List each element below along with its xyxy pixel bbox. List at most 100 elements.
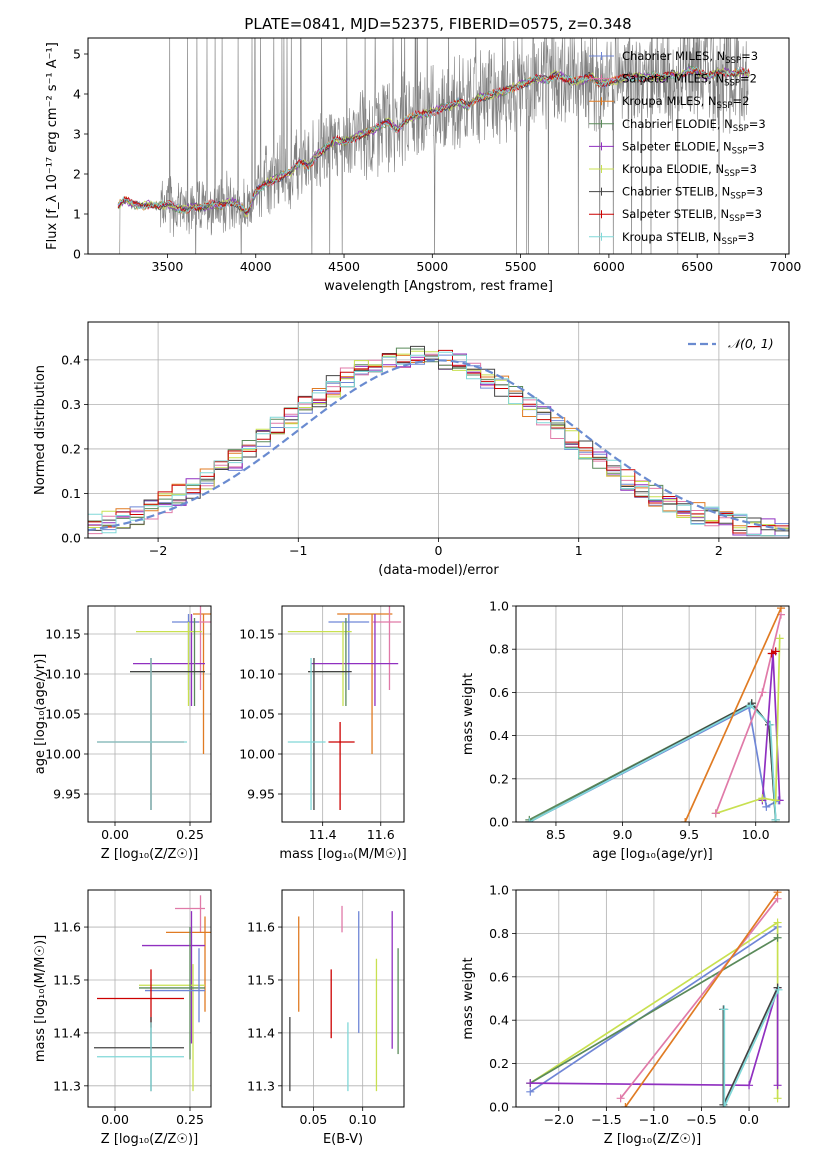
residuals-xtick-label: −1	[289, 543, 307, 558]
z_age-ylabel: age [log₁₀(age/yr)]	[33, 654, 48, 775]
residuals-plot-area	[88, 345, 789, 538]
z-age-panel: 0.00 0.25 9.95 10.00 10.05 10.10 10.15 Z [log₁₀…	[33, 605, 212, 862]
z_weight-ytick-label: 1.0	[489, 883, 509, 898]
age_weight-ytick-label: 0.2	[489, 771, 509, 786]
ebv_mass-xlabel: E(B-V)	[323, 1132, 363, 1147]
weight-point-marker	[681, 818, 690, 822]
age_weight-ytick-label: 0.0	[489, 815, 509, 830]
z_age-xtick-label: 0.25	[176, 827, 204, 842]
residuals-ytick-label: 0.3	[61, 397, 81, 412]
weight-point-marker	[773, 1081, 782, 1090]
legend-entry-count: =3	[741, 49, 758, 63]
ebv_mass-ytick-label: 11.4	[247, 1025, 275, 1040]
spectrum-plot-area	[117, 38, 750, 254]
legend-entry: Kroupa STELIB, NSSP=3	[622, 230, 754, 247]
spectrum-xlabel: wavelength [Angstrom, rest frame]	[324, 279, 553, 294]
age_weight-ytick-label: 1.0	[489, 599, 509, 614]
model-spectrum-line	[117, 66, 750, 218]
legend-entry: Salpeter MILES, NSSP=2	[622, 72, 757, 89]
residuals-frame	[87, 321, 790, 539]
ebv_mass-xtick-label: 0.05	[300, 1112, 328, 1127]
z_weight-ylabel: mass weight	[461, 957, 476, 1039]
spectrum-xtick-label: 3500	[152, 259, 184, 274]
mass_age-plot-area	[287, 606, 402, 810]
legend-entry-count: =3	[748, 139, 765, 153]
legend-entry-count: =3	[737, 230, 754, 244]
residuals-xtick-label: −2	[149, 543, 167, 558]
legend-entry: Kroupa ELODIE, NSSP=3	[622, 162, 757, 179]
spectrum-ylabel: Flux [f_λ 10⁻¹⁷ erg cm⁻² s⁻¹ A⁻¹]	[45, 42, 60, 250]
z_weight-ytick-label: 0.6	[489, 969, 509, 984]
legend-entry: 𝒩(0, 1)	[728, 336, 774, 351]
z_age-ytick-label: 9.95	[53, 787, 81, 802]
legend-entry: Salpeter ELODIE, NSSP=3	[622, 139, 765, 156]
weight-series-line	[529, 926, 779, 1093]
weight-point-marker	[526, 1079, 535, 1088]
legend-entry-sub: SSP	[729, 214, 745, 224]
weight-series-line	[624, 891, 779, 1107]
mass_age-ytick-label: 10.00	[239, 747, 275, 762]
legend-entry-name: Chabrier STELIB, N	[622, 185, 730, 199]
z_mass-ytick-label: 11.5	[53, 972, 81, 987]
weight-point-marker	[777, 606, 786, 613]
z_weight-ytick-label: 0.4	[489, 1013, 509, 1028]
z_age-ytick-label: 10.10	[45, 667, 81, 682]
mass_age-ytick-label: 9.95	[247, 787, 275, 802]
weight-point-marker	[773, 890, 782, 897]
mass_age-frame	[281, 605, 405, 823]
age_weight-xlabel: age [log₁₀(age/yr)]	[592, 847, 713, 862]
age-weight-panel: 8.5 9.0 9.5 10.0 0.0 0.2 0.4 0.6 0.8 1.0 age [log₁…	[461, 599, 790, 862]
z_mass-xlabel: Z [log₁₀(Z/Z☉)]	[101, 1132, 198, 1147]
legend-entry-name: Chabrier MILES, N	[622, 49, 725, 63]
age_weight-ytick-label: 0.8	[489, 642, 509, 657]
z_age-frame	[87, 605, 212, 823]
spectrum-frame	[87, 37, 790, 255]
legend-entry: Chabrier MILES, NSSP=3	[622, 49, 758, 66]
spectrum-panel: 3500 4000 4500 5000 5500 6000 6500 7000 0 1 2 3 4 5 wa…	[45, 37, 802, 294]
spectrum-xtick-label: 5500	[505, 259, 537, 274]
model-spectrum-line	[117, 66, 750, 218]
z_age-plot-area	[97, 606, 211, 810]
legend-entry-count: =3	[749, 117, 766, 131]
z_weight-xtick-label: −2.0	[544, 1112, 574, 1127]
spectrum-xtick-label: 5000	[416, 259, 448, 274]
legend-entry-name: Chabrier ELODIE, N	[622, 117, 733, 131]
z_weight-ytick-label: 0.2	[489, 1056, 509, 1071]
residuals-ytick-label: 0.4	[61, 352, 81, 367]
age_weight-frame	[515, 605, 790, 823]
weight-point-marker	[773, 933, 782, 942]
legend-entry-count: =3	[740, 162, 757, 176]
z_weight-xtick-label: −1.0	[639, 1112, 669, 1127]
weight-point-marker	[525, 818, 534, 822]
ebv-mass-panel: 0.05 0.10 11.3 11.4 11.5 11.6 E(B-V)	[247, 889, 405, 1147]
weight-series-line	[684, 607, 782, 822]
weight-point-marker	[745, 1081, 754, 1090]
mass_age-xtick-label: 11.4	[309, 827, 337, 842]
legend-entry-name: Salpeter MILES, N	[622, 72, 724, 86]
residuals-ytick-label: 0.1	[61, 486, 81, 501]
legend-entry-name: Kroupa MILES, N	[622, 94, 717, 108]
model-spectrum-line	[117, 66, 750, 215]
z_weight-xtick-label: −0.5	[686, 1112, 716, 1127]
legend-entry-sub: SSP	[724, 169, 740, 179]
weight-point-marker	[746, 701, 755, 710]
weight-point-marker	[720, 1103, 729, 1107]
weight-series-line	[529, 936, 779, 1084]
legend-entry-count: =3	[745, 207, 762, 221]
figure-title: PLATE=0841, MJD=52375, FIBERID=0575, z=0…	[244, 15, 631, 33]
weight-point-marker	[720, 1005, 729, 1014]
z_age-xlabel: Z [log₁₀(Z/Z☉)]	[101, 847, 198, 862]
z_mass-ylabel: mass [log₁₀(M/M☉)]	[33, 935, 48, 1062]
residuals-ytick-label: 0.0	[61, 531, 81, 546]
ebv_mass-ytick-label: 11.3	[247, 1078, 275, 1093]
mass-age-panel: 11.4 11.6 9.95 10.00 10.05 10.10 10.15 mass [lo…	[239, 605, 407, 862]
legend-entry-sub: SSP	[724, 79, 740, 89]
weight-point-marker	[771, 815, 780, 822]
legend-entry-sub: SSP	[733, 124, 749, 134]
weight-series-line	[723, 989, 780, 1107]
mass_age-xtick-label: 11.6	[367, 827, 395, 842]
legend-entry-count: =2	[732, 94, 749, 108]
spectrum-xtick-label: 7000	[770, 259, 802, 274]
legend-entry: Chabrier ELODIE, NSSP=3	[622, 117, 766, 134]
